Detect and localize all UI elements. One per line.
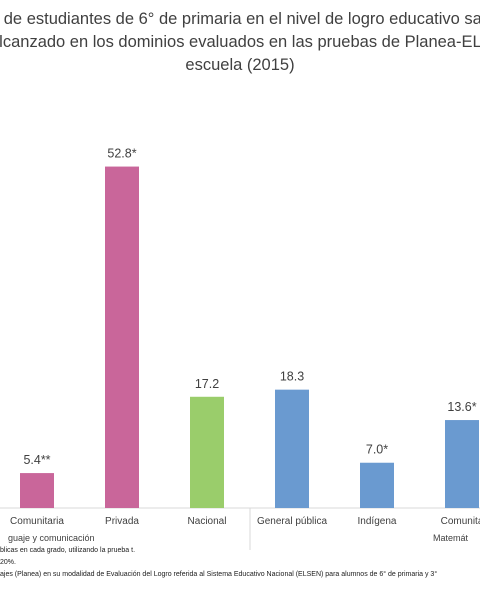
footnote-3: ajes (Planea) en su modalidad de Evaluac… [0, 571, 438, 578]
data-label-5: 7.0* [366, 443, 388, 457]
bar-2 [105, 166, 139, 508]
title-line-2: alcanzado en los dominios evaluados en l… [0, 33, 480, 51]
bar-5 [360, 462, 394, 508]
title-line-1: e de estudiantes de 6° de primaria en el… [0, 10, 480, 28]
category-label-4: General pública [257, 516, 327, 527]
category-label-5: Indígena [358, 516, 397, 527]
data-label-6: 13.6* [447, 400, 476, 414]
title-line-3: escuela (2015) [185, 56, 295, 74]
data-label-4: 18.3 [280, 370, 304, 384]
group-label-2: Matemát [433, 533, 469, 543]
group-label-1: guaje y comunicación [8, 533, 95, 543]
bar-1 [20, 473, 54, 508]
chart-title: e de estudiantes de 6° de primaria en el… [0, 8, 480, 77]
bar-6 [445, 420, 479, 508]
category-label-1: Comunitaria [10, 516, 64, 527]
data-label-3: 17.2 [195, 377, 219, 391]
footnote-2: 20%. [0, 559, 16, 566]
data-label-2: 52.8* [107, 147, 136, 161]
bar-3 [190, 396, 224, 508]
category-label-6: Comunita [441, 516, 480, 527]
category-label-3: Nacional [188, 516, 227, 527]
data-label-1: 5.4** [23, 453, 50, 467]
footnote-1: blicas en cada grado, utilizando la prue… [0, 547, 136, 554]
category-label-2: Privada [105, 516, 139, 527]
bar-4 [275, 389, 309, 508]
